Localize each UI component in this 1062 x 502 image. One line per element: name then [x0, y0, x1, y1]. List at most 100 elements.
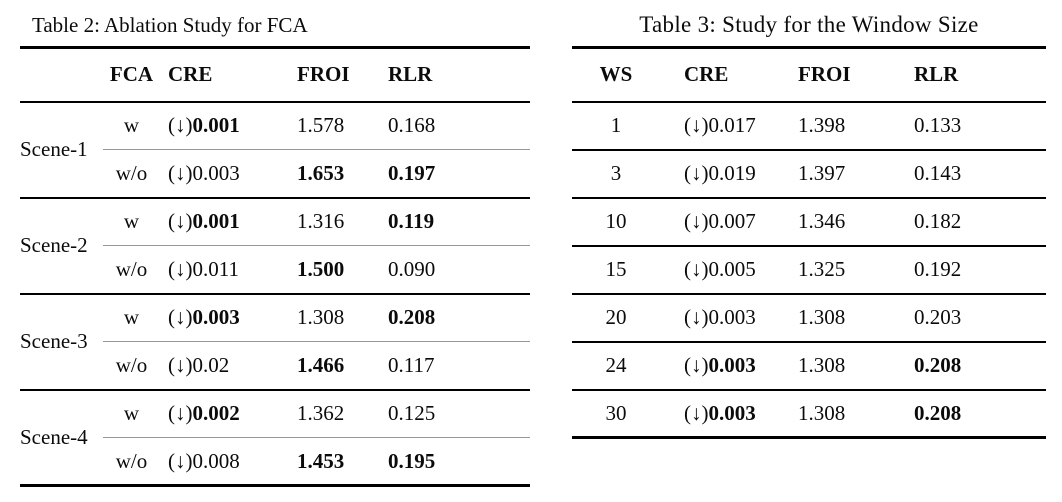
froi-cell: 1.325 [798, 257, 846, 281]
table-row: w/o (↓)0.003 1.653 0.197 [20, 150, 530, 198]
rlr-cell: 0.133 [914, 113, 962, 137]
rlr-cell: 0.090 [388, 256, 436, 281]
rlr-cell: 0.119 [380, 197, 530, 246]
down-arrow-prefix: (↓) [684, 305, 709, 329]
rlr-cell: 0.192 [914, 257, 962, 281]
froi-cell: 1.397 [798, 161, 846, 185]
rlr-cell: 0.195 [388, 448, 436, 473]
cre-cell: (↓)0.003 [660, 294, 790, 342]
froi-cell: 1.316 [280, 197, 380, 246]
table-row: 30 (↓)0.003 1.308 0.208 [572, 390, 1046, 438]
down-arrow-prefix: (↓) [684, 209, 709, 233]
froi-cell: 1.308 [798, 305, 846, 329]
down-arrow-prefix: (↓) [168, 305, 193, 330]
table2: FCA CRE FROI RLR Scene-1 w (↓)0.001 1.57… [20, 46, 530, 487]
rlr-cell: 0.208 [914, 353, 962, 377]
froi-cell: 1.466 [297, 352, 345, 377]
cre-cell: (↓)0.011 [160, 246, 280, 294]
froi-cell: 1.578 [280, 101, 380, 150]
down-arrow-prefix: (↓) [168, 401, 193, 426]
down-arrow-prefix: (↓) [684, 353, 709, 377]
table3-header-rlr: RLR [914, 62, 959, 87]
table2-header-cre: CRE [168, 62, 213, 87]
table3-header-froi: FROI [798, 62, 851, 87]
cre-value: 0.003 [192, 305, 240, 330]
down-arrow-prefix: (↓) [684, 400, 709, 425]
table-row: Scene-1 w (↓)0.001 1.578 0.168 [20, 101, 530, 161]
cre-value: 0.02 [192, 352, 230, 377]
froi-cell: 1.308 [280, 293, 380, 342]
table2-header-row: FCA CRE FROI RLR [20, 48, 530, 102]
down-arrow-prefix: (↓) [168, 160, 193, 185]
cre-cell: (↓)0.001 [160, 101, 280, 150]
froi-cell: 1.308 [798, 400, 846, 425]
cre-cell: (↓)0.003 [160, 150, 280, 198]
rlr-cell: 0.208 [380, 293, 530, 342]
table-row: Scene-2 w (↓)0.001 1.316 0.119 [20, 197, 530, 257]
down-arrow-prefix: (↓) [168, 448, 193, 473]
fca-cell: w [103, 293, 160, 342]
cre-value: 0.003 [708, 353, 756, 377]
table2-header-scene [20, 48, 103, 102]
rlr-cell: 0.203 [914, 305, 962, 329]
ws-cell: 24 [605, 353, 627, 377]
cre-value: 0.001 [192, 113, 240, 138]
table-row: w/o (↓)0.02 1.466 0.117 [20, 342, 530, 390]
table2-section: Table 2: Ablation Study for FCA FCA CRE … [20, 6, 530, 487]
table-row: Scene-4 w (↓)0.002 1.362 0.125 [20, 389, 530, 449]
rlr-cell: 0.117 [388, 352, 435, 377]
cre-value: 0.005 [708, 257, 756, 281]
cre-cell: (↓)0.008 [160, 438, 280, 486]
down-arrow-prefix: (↓) [168, 113, 193, 138]
fca-cell: w/o [115, 352, 148, 377]
cre-value: 0.003 [708, 400, 756, 425]
rlr-cell: 0.143 [914, 161, 962, 185]
ws-cell: 20 [605, 305, 627, 329]
fca-cell: w [103, 197, 160, 246]
cre-cell: (↓)0.005 [660, 246, 790, 294]
down-arrow-prefix: (↓) [168, 256, 193, 281]
cre-cell: (↓)0.019 [660, 150, 790, 198]
scene-label: Scene-3 [20, 329, 88, 353]
table2-header-fca: FCA [109, 62, 154, 87]
cre-value: 0.019 [708, 161, 756, 185]
cre-value: 0.002 [192, 401, 240, 426]
scene-label: Scene-4 [20, 424, 88, 449]
table3: WS CRE FROI RLR 1 (↓)0.017 1.398 0.133 3… [572, 46, 1046, 439]
down-arrow-prefix: (↓) [684, 257, 709, 281]
table-row: Scene-3 w (↓)0.003 1.308 0.208 [20, 293, 530, 353]
table-row: w/o (↓)0.008 1.453 0.195 [20, 438, 530, 486]
froi-cell: 1.398 [798, 113, 846, 137]
froi-cell: 1.500 [297, 256, 345, 281]
cre-cell: (↓)0.007 [660, 198, 790, 246]
cre-cell: (↓)0.003 [160, 293, 280, 342]
table-row: 10 (↓)0.007 1.346 0.182 [572, 198, 1046, 246]
fca-cell: w/o [115, 256, 148, 281]
cre-cell: (↓)0.002 [160, 389, 280, 438]
cre-cell: (↓)0.02 [160, 342, 280, 390]
down-arrow-prefix: (↓) [684, 161, 709, 185]
cre-cell: (↓)0.017 [660, 102, 790, 150]
fca-cell: w [103, 389, 160, 438]
cre-cell: (↓)0.001 [160, 197, 280, 246]
cre-value: 0.003 [192, 160, 240, 185]
cre-value: 0.007 [708, 209, 756, 233]
cre-value: 0.017 [708, 113, 756, 137]
table-row: 24 (↓)0.003 1.308 0.208 [572, 342, 1046, 390]
rlr-cell: 0.182 [914, 209, 962, 233]
down-arrow-prefix: (↓) [168, 209, 193, 234]
ws-cell: 10 [605, 209, 627, 233]
fca-cell: w [103, 101, 160, 150]
table-row: 15 (↓)0.005 1.325 0.192 [572, 246, 1046, 294]
table2-header-froi: FROI [297, 62, 350, 87]
cre-value: 0.001 [192, 209, 240, 234]
table3-header-row: WS CRE FROI RLR [572, 48, 1046, 102]
ws-cell: 15 [605, 257, 627, 281]
table3-section: Table 3: Study for the Window Size WS CR… [572, 6, 1046, 439]
cre-value: 0.003 [708, 305, 756, 329]
fca-cell: w/o [115, 448, 148, 473]
table-row: 3 (↓)0.019 1.397 0.143 [572, 150, 1046, 198]
table2-caption: Table 2: Ablation Study for FCA [32, 13, 308, 37]
cre-cell: (↓)0.003 [660, 342, 790, 390]
fca-cell: w/o [115, 160, 148, 185]
